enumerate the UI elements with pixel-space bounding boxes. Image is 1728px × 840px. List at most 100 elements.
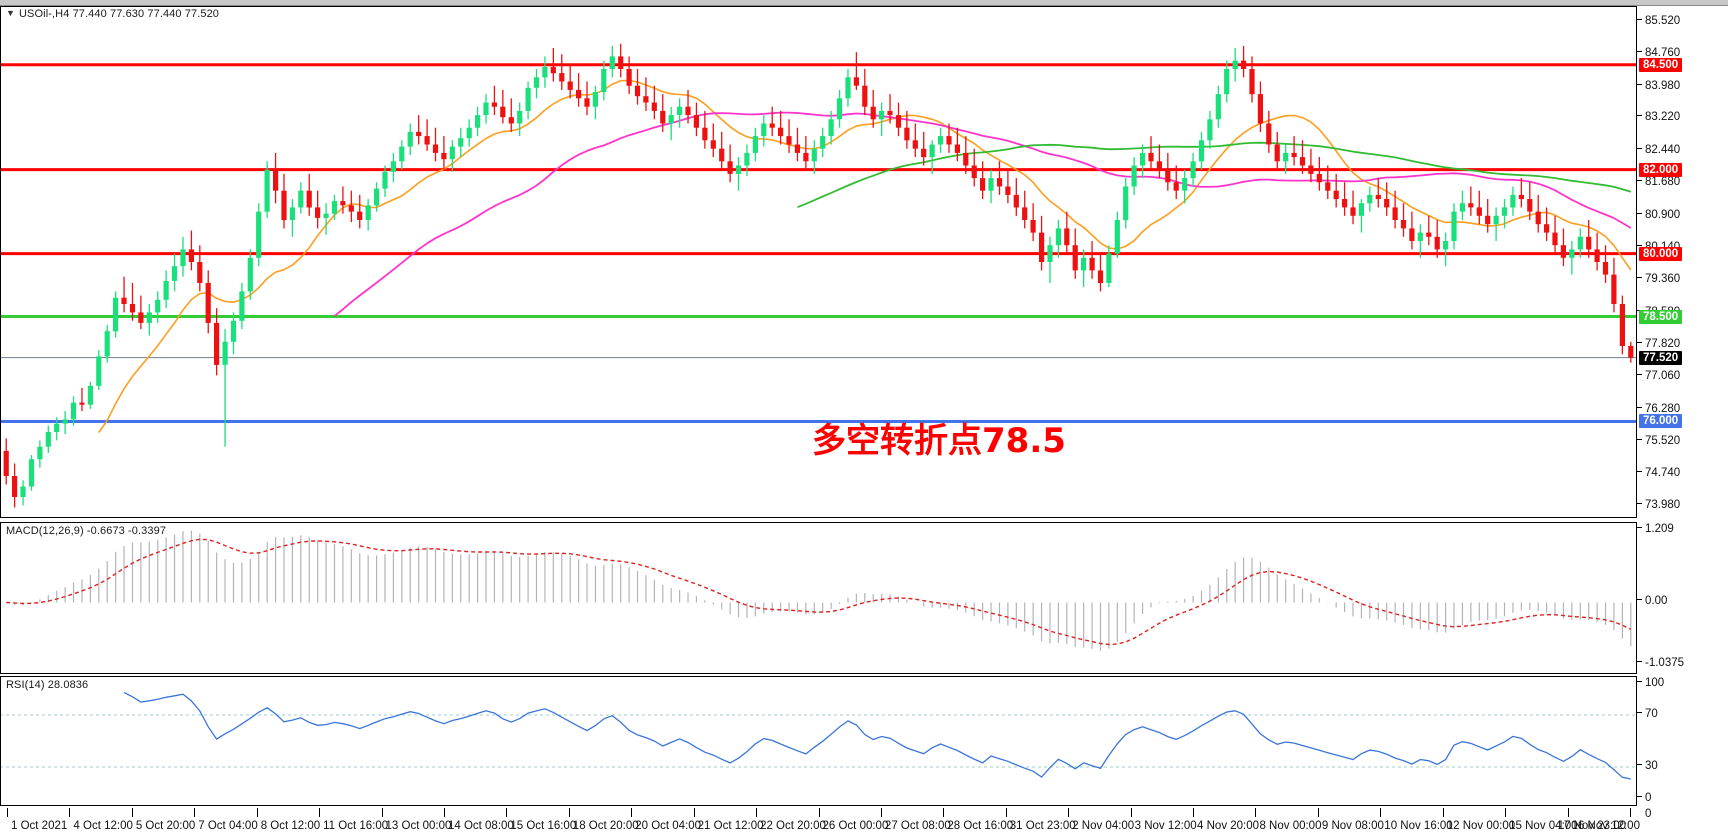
candle-body <box>399 146 405 162</box>
rsi-panel[interactable] <box>0 676 1637 806</box>
candle-body <box>1299 157 1306 166</box>
price-level-tag[interactable]: 82.000 <box>1639 162 1683 177</box>
candle-body <box>836 98 843 120</box>
price-level-tag[interactable]: 78.500 <box>1639 309 1683 324</box>
candle-body <box>1468 203 1474 208</box>
time-axis-tickmark <box>1317 808 1319 817</box>
price-level-tag[interactable]: 76.000 <box>1639 414 1683 429</box>
caret-down-icon[interactable]: ▼ <box>6 8 16 18</box>
candle-body <box>887 110 893 116</box>
candle-body <box>853 77 859 86</box>
candle-body <box>306 190 312 208</box>
candle-body <box>1089 257 1095 271</box>
price-chart-canvas[interactable] <box>0 6 1637 518</box>
candle-body <box>1392 207 1398 220</box>
candle-body <box>163 280 169 300</box>
time-axis-label: 8 Nov 00:00 <box>1259 820 1322 832</box>
candle-body <box>643 96 649 103</box>
candle-body <box>1400 220 1407 229</box>
candle-body <box>1358 203 1364 216</box>
candle-body <box>1367 194 1373 204</box>
price-y-axis[interactable]: 85.520 84.760 83.980 83.220 82.440 81.680 80.9… <box>1637 6 1727 518</box>
time-axis[interactable]: 1 Oct 2021 4 Oct 12:00 5 Oct 20:00 7 Oct 04… <box>0 808 1728 838</box>
time-axis-label: 4 Oct 12:00 <box>73 820 133 832</box>
candle-body <box>1619 304 1625 346</box>
candle-body <box>12 476 18 497</box>
macd-panel[interactable] <box>0 522 1637 674</box>
macd-y-axis[interactable]: 1.209 0.00 -1.0375 <box>1637 522 1727 674</box>
time-axis-tickmark <box>256 808 258 817</box>
candle-body <box>432 144 439 153</box>
candle-body <box>559 73 565 82</box>
candle-body <box>1215 94 1221 120</box>
time-axis-label: 14 Oct 08:00 <box>447 820 514 832</box>
candle-body <box>1569 249 1575 258</box>
time-axis-tickmark <box>381 808 383 817</box>
price-level-tag[interactable]: 84.500 <box>1639 57 1683 72</box>
candle-body <box>1426 232 1432 237</box>
candle-body <box>508 117 514 124</box>
candle-body <box>365 205 371 220</box>
candle-body <box>1333 190 1339 200</box>
rsi-y-axis[interactable]: 100 70 30 0 <box>1637 676 1727 806</box>
moving-average-line <box>333 111 1632 317</box>
candle-body <box>323 213 329 218</box>
candle-body <box>744 152 750 166</box>
time-axis-label: 8 Oct 12:00 <box>260 820 321 832</box>
candle-body <box>205 283 211 323</box>
time-axis-label: 1 Oct 2021 <box>11 820 68 832</box>
time-axis-tickmark <box>131 808 133 817</box>
candle-body <box>685 106 691 116</box>
candle-body <box>79 402 85 405</box>
price-axis-tick: 84.760 <box>1637 47 1680 59</box>
rsi-panel-header: RSI(14) 28.0836 <box>6 679 89 691</box>
candle-body <box>1266 123 1272 145</box>
candle-body <box>1417 232 1423 241</box>
candle-body <box>1148 152 1154 162</box>
candle-body <box>483 102 489 116</box>
macd-axis-tick: 1.209 <box>1637 524 1674 535</box>
candle-body <box>1232 60 1238 69</box>
candle-body <box>390 161 396 172</box>
candle-body <box>1409 228 1415 241</box>
candle-body <box>374 188 380 206</box>
window-topbar <box>0 0 1728 6</box>
macd-panel-header: MACD(12,26,9) -0.6673 -0.3397 <box>6 525 167 537</box>
candle-body <box>626 69 632 86</box>
time-axis-label: 12 Nov 00:00 <box>1446 820 1516 832</box>
candle-body <box>517 110 523 124</box>
candle-body <box>239 291 245 321</box>
candle-body <box>1535 211 1541 225</box>
time-axis-label: 22 Oct 20:00 <box>760 820 826 832</box>
price-level-tag[interactable]: 80.000 <box>1639 246 1683 261</box>
candle-body <box>1443 241 1449 250</box>
price-axis-tick: 76.280 <box>1637 403 1680 415</box>
candle-body <box>1628 345 1634 358</box>
candle-body <box>1451 211 1457 241</box>
candle-body <box>937 136 944 145</box>
time-axis-label: 26 Oct 00:00 <box>822 820 889 832</box>
time-axis-tickmark <box>1380 808 1382 817</box>
price-level-tag[interactable]: 77.520 <box>1639 350 1683 365</box>
candle-body <box>1501 207 1508 216</box>
candle-body <box>1182 178 1188 191</box>
candle-body <box>1485 215 1491 225</box>
candle-body <box>70 402 77 420</box>
candle-body <box>1308 165 1314 174</box>
price-axis-tick: 82.440 <box>1637 144 1680 156</box>
time-axis-tickmark <box>818 808 820 817</box>
candle-body <box>609 56 615 69</box>
candle-body <box>180 249 186 267</box>
candle-body <box>1241 60 1247 69</box>
rsi-chart-canvas[interactable] <box>0 676 1637 806</box>
candle-body <box>963 152 969 166</box>
candle-body <box>138 312 144 323</box>
candle-body <box>1097 270 1104 283</box>
candle-body <box>912 140 918 149</box>
macd-chart-canvas[interactable] <box>0 522 1637 674</box>
candle-body <box>752 136 758 153</box>
candle-body <box>1459 203 1465 212</box>
price-panel[interactable] <box>0 6 1637 518</box>
candle-body <box>222 341 228 365</box>
